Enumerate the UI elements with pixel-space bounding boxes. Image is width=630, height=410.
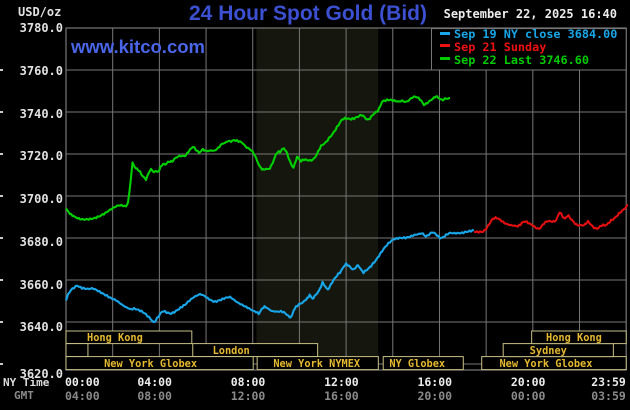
session-label: New York Globex — [499, 357, 593, 370]
y-tick-label: 3700.0 — [19, 192, 63, 206]
datetime-label: September 22, 2025 16:40 — [443, 7, 617, 21]
x-tick-label-gmt: 04:00 — [65, 389, 100, 403]
legend-entry-label: Sep 19 NY close 3684.00 — [454, 27, 618, 41]
y-tick-label: 3640.0 — [19, 320, 63, 335]
y-axis-tick-mark — [0, 153, 3, 155]
x-tick-label-gmt: 12:00 — [230, 389, 266, 403]
y-axis-tick-mark — [0, 363, 3, 365]
session-box — [65, 356, 254, 371]
x-tick-label-nytime: 00:00 — [65, 375, 100, 389]
legend-entry-label: Sep 21 Sunday — [454, 39, 547, 54]
legend-entry-label: Sep 22 Last 3746.60 — [454, 52, 589, 67]
session-box — [382, 356, 464, 371]
x-tick-label-nytime: 12:00 — [324, 375, 359, 389]
x-tick-label-gmt: 08:00 — [137, 389, 172, 403]
x-tick-label-nytime: 04:00 — [137, 375, 172, 389]
session-box — [65, 330, 193, 345]
y-tick-label: 3720.0 — [19, 149, 63, 164]
session-label: Hong Kong — [546, 332, 602, 344]
y-tick-label: 3620.0 — [19, 367, 63, 381]
session-box — [531, 330, 627, 345]
legend-dash-icon — [440, 31, 450, 35]
page-title: 24 Hour Spot Gold (Bid) — [189, 2, 427, 25]
session-label: London — [212, 344, 250, 357]
y-axis-unit-label: USD/oz — [18, 5, 62, 19]
session-box — [192, 343, 319, 358]
y-axis-tick-mark — [0, 195, 3, 197]
x-axis-row2-label: GMT — [14, 389, 34, 402]
session-box — [65, 343, 89, 358]
y-tick-label: 3740.0 — [19, 106, 63, 121]
y-tick-label: 3780.0 — [19, 21, 63, 35]
y-tick-label: 3660.0 — [19, 277, 63, 292]
series-sep-21-sunday — [473, 204, 629, 234]
x-axis-row1-label: NY Time — [3, 376, 50, 389]
session-label: NY Globex — [389, 357, 446, 370]
x-tick-label-nytime: 23:59 — [591, 375, 626, 389]
session-box — [256, 356, 379, 371]
x-tick-label-nytime: 08:00 — [230, 375, 266, 389]
x-tick-label-gmt: 16:00 — [324, 389, 359, 403]
y-axis-tick-mark — [0, 321, 3, 323]
y-tick-label: 3680.0 — [19, 234, 63, 249]
series-sep-22-last — [65, 95, 451, 221]
x-tick-label-gmt: 03:59 — [591, 389, 626, 403]
kitco-watermark-link[interactable]: www.kitco.com — [71, 36, 205, 57]
legend-dash-icon — [440, 44, 450, 48]
y-axis-tick-mark — [0, 279, 3, 281]
x-tick-label-nytime: 20:00 — [510, 375, 546, 389]
y-tick-label: 3760.0 — [19, 63, 63, 78]
x-tick-label-gmt: 00:00 — [510, 389, 546, 403]
y-axis-tick-mark — [0, 237, 3, 239]
series-sep-19-ny-close — [65, 229, 475, 324]
session-label: Sydney — [529, 344, 567, 357]
session-label: New York NYMEX — [273, 357, 361, 370]
session-label: Hong Kong — [87, 332, 143, 344]
legend-entry: Sep 19 NY close 3684.00 — [440, 27, 617, 41]
x-tick-label-nytime: 16:00 — [417, 375, 453, 389]
legend-entry: Sep 22 Last 3746.60 — [440, 53, 589, 67]
y-axis-tick-mark — [0, 111, 3, 113]
session-label: New York Globex — [104, 357, 198, 370]
x-tick-label-gmt: 20:00 — [417, 389, 453, 403]
legend-box — [431, 28, 627, 71]
legend-entry: Sep 21 Sunday — [440, 40, 546, 54]
y-axis-tick-mark — [0, 69, 3, 71]
nymex-session-band — [256, 28, 379, 370]
legend-dash-icon — [440, 57, 450, 61]
